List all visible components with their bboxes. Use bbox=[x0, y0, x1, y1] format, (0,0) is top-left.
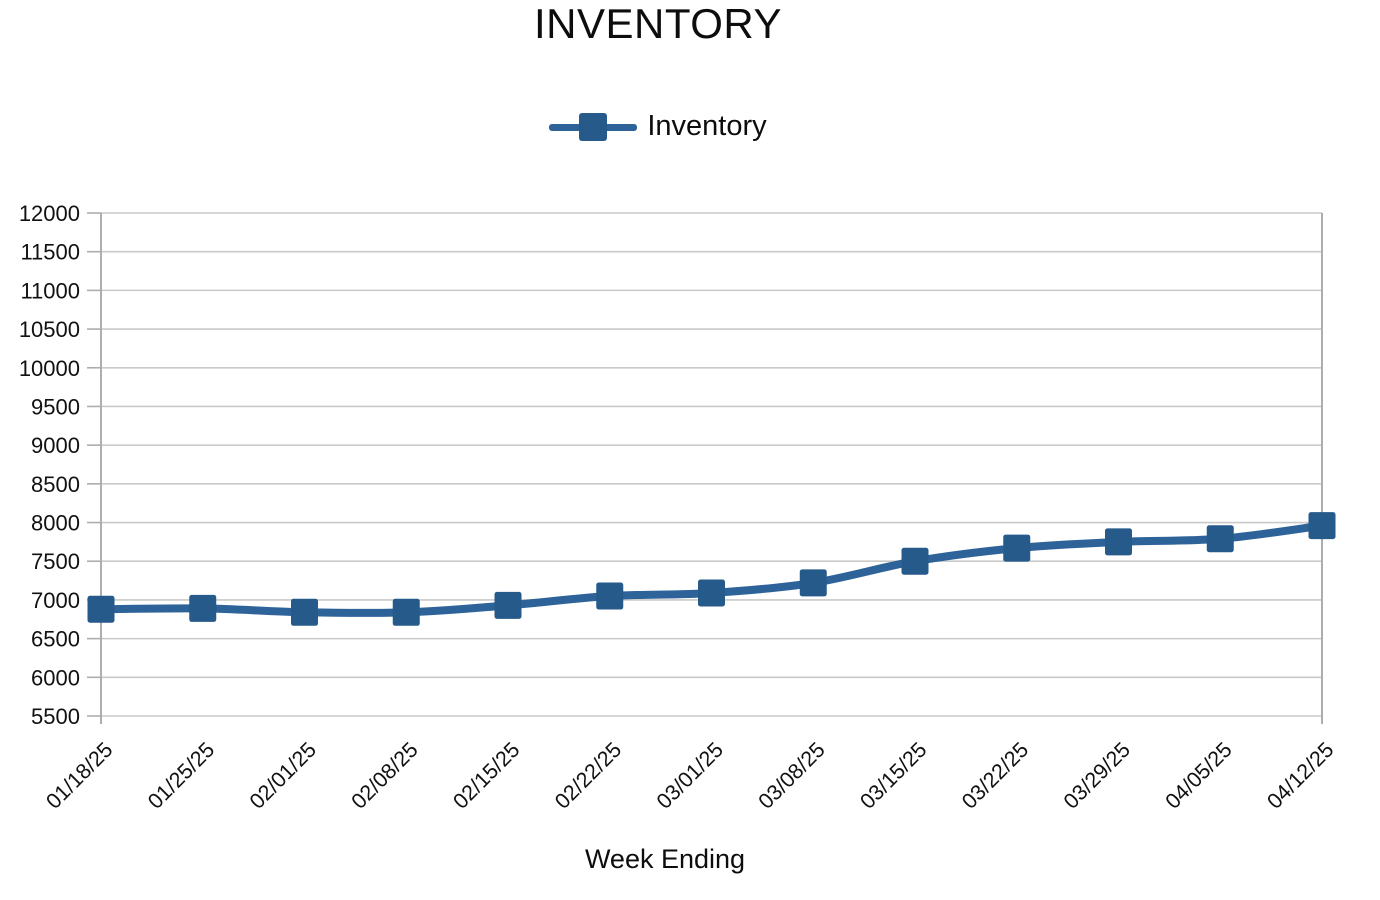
x-tick-label: 02/01/25 bbox=[245, 738, 321, 814]
x-tick-label: 02/08/25 bbox=[347, 738, 423, 814]
y-tick-label: 8000 bbox=[31, 511, 80, 536]
y-tick-label: 9500 bbox=[31, 394, 80, 419]
y-tick-label: 7500 bbox=[31, 549, 80, 574]
data-point-marker bbox=[189, 594, 217, 622]
legend-line-marker-icon bbox=[549, 112, 638, 142]
y-tick-label: 10500 bbox=[19, 317, 80, 342]
data-point-marker bbox=[87, 595, 115, 623]
data-point-marker bbox=[1003, 534, 1031, 562]
x-tick-label: 03/29/25 bbox=[1059, 738, 1135, 814]
x-tick-label: 03/22/25 bbox=[957, 738, 1033, 814]
y-tick-label: 11500 bbox=[20, 240, 80, 265]
x-tick-label: 01/18/25 bbox=[41, 738, 117, 814]
data-point-marker bbox=[494, 591, 522, 619]
x-tick-label: 03/08/25 bbox=[754, 738, 830, 814]
data-point-marker bbox=[799, 569, 827, 597]
legend: Inventory bbox=[0, 110, 1316, 143]
legend-square-marker-icon bbox=[579, 112, 608, 141]
data-point-marker bbox=[1308, 512, 1336, 540]
x-tick-label: 02/22/25 bbox=[550, 738, 626, 814]
x-tick-label: 02/15/25 bbox=[448, 738, 524, 814]
y-tick-label: 6500 bbox=[31, 627, 80, 652]
data-point-marker bbox=[698, 579, 725, 607]
data-point-marker bbox=[1105, 528, 1132, 556]
y-tick-label: 7000 bbox=[31, 588, 80, 613]
legend-label: Inventory bbox=[647, 110, 767, 142]
data-point-marker bbox=[392, 598, 420, 626]
y-tick-label: 8500 bbox=[31, 472, 80, 497]
x-tick-label: 04/05/25 bbox=[1161, 738, 1237, 814]
y-tick-label: 10000 bbox=[19, 356, 80, 381]
y-tick-label: 5500 bbox=[31, 704, 80, 729]
y-tick-label: 9000 bbox=[31, 433, 80, 458]
data-point-marker bbox=[596, 582, 624, 610]
x-tick-label: 04/12/25 bbox=[1262, 738, 1338, 814]
x-tick-label: 01/25/25 bbox=[143, 738, 219, 814]
data-point-marker bbox=[901, 547, 929, 575]
chart-title: INVENTORY bbox=[533, 0, 782, 47]
x-axis-title: Week Ending bbox=[584, 844, 746, 874]
x-tick-label: 03/15/25 bbox=[855, 738, 931, 814]
x-tick-label: 03/01/25 bbox=[652, 738, 728, 814]
y-tick-label: 12000 bbox=[19, 201, 80, 226]
data-point-marker bbox=[291, 598, 318, 626]
y-tick-label: 11000 bbox=[20, 278, 80, 303]
data-point-marker bbox=[1206, 525, 1234, 553]
y-tick-label: 6000 bbox=[31, 665, 80, 690]
